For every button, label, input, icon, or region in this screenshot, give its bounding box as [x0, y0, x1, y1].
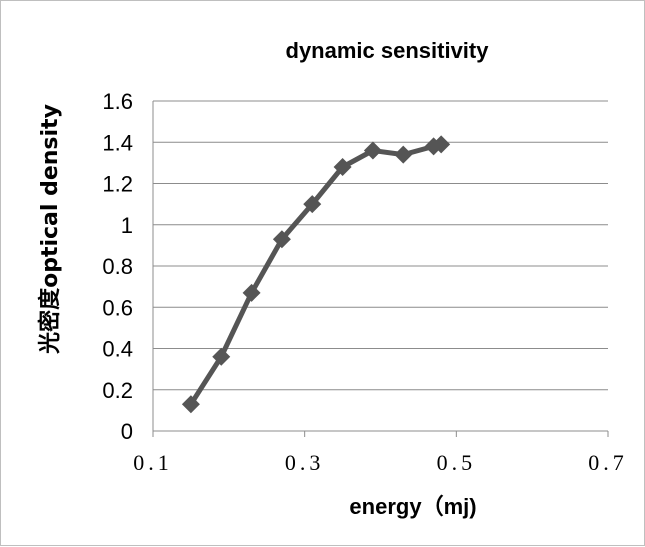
x-tick-label: 0.7	[588, 450, 628, 475]
y-tick-label: 1.6	[102, 89, 133, 114]
data-point	[333, 158, 352, 176]
x-tick-label: 0.1	[133, 450, 173, 475]
series-line	[188, 141, 442, 406]
y-tick-label: 0.4	[102, 337, 133, 362]
x-axis-label: energy（mj)	[349, 494, 476, 519]
y-axis-label: 光密度optical density	[37, 104, 63, 355]
y-tick-label: 0	[121, 419, 133, 444]
data-point	[363, 141, 382, 160]
gridlines	[152, 100, 608, 432]
y-tick-label: 1.4	[102, 130, 133, 155]
y-tick-label: 1.2	[102, 172, 133, 197]
data-point	[394, 145, 413, 164]
y-tick-label: 1	[121, 213, 133, 238]
data-point	[272, 230, 291, 249]
x-tick-label: 0.5	[437, 450, 477, 475]
data-point	[432, 135, 451, 154]
x-axis-ticks: 0.1 0.3 0.5 0.7	[133, 431, 628, 475]
y-axis-ticks: 0 0.2 0.4 0.6 0.8 1 1.2 1.4 1.6	[102, 89, 133, 444]
x-tick-label: 0.3	[285, 450, 325, 475]
y-tick-label: 0.8	[102, 254, 133, 279]
chart-title: dynamic sensitivity	[286, 38, 490, 63]
data-point	[303, 195, 322, 214]
data-point	[181, 395, 200, 414]
data-point	[242, 283, 261, 302]
series-group	[181, 135, 451, 414]
y-tick-label: 0.6	[102, 295, 133, 320]
data-point	[212, 347, 231, 366]
y-tick-label: 0.2	[102, 378, 133, 403]
